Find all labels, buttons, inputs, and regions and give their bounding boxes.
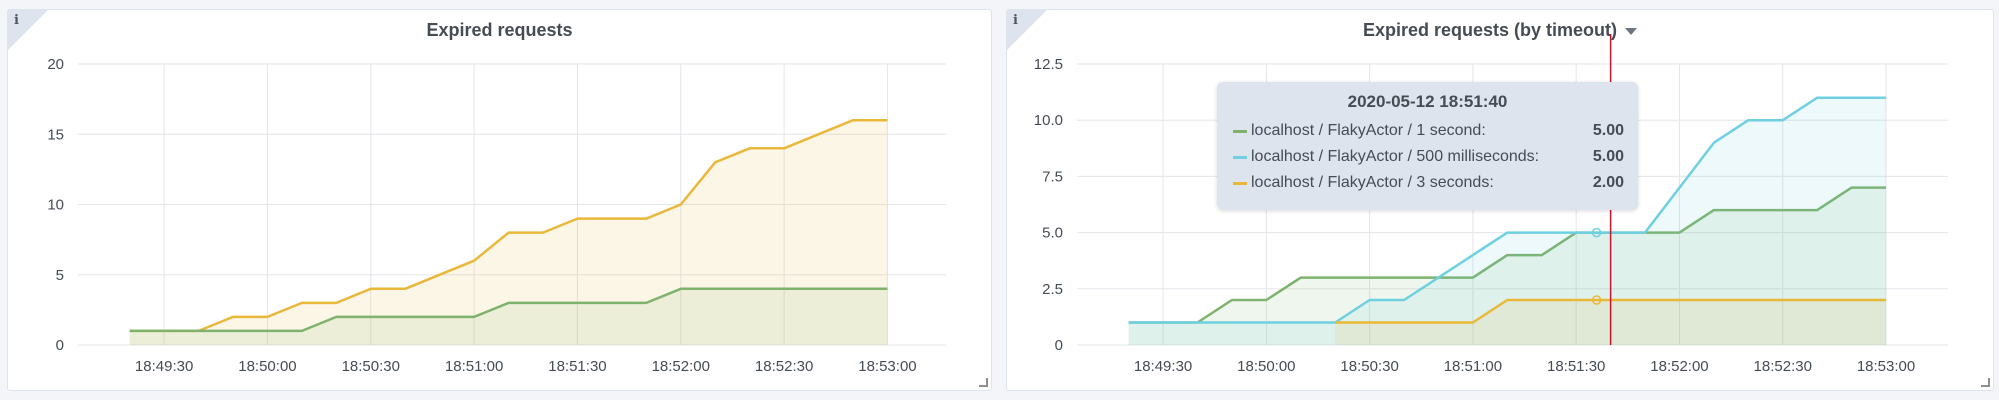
tooltip-time: 2020-05-12 18:51:40 bbox=[1347, 92, 1508, 111]
panel-title[interactable]: Expired requests (by timeout) bbox=[1007, 20, 1993, 41]
hover-marker bbox=[1591, 227, 1602, 238]
series-line bbox=[1335, 298, 1886, 324]
tooltip-series-label: localhost / FlakyActor / 500 millisecond… bbox=[1251, 148, 1540, 165]
series-line bbox=[1128, 186, 1886, 324]
chart-expired-requests-by-timeout[interactable]: 0 2.5 5.0 7.5 10.0 12.5 18:49:30 18:50:00 18:50:… bbox=[1007, 10, 1993, 390]
chart-tooltip: 2020-05-12 18:51:40 localhost / FlakyAct… bbox=[1217, 82, 1638, 210]
x-tick-label: 18:50:00 bbox=[1237, 358, 1295, 375]
tooltip-series-label: localhost / FlakyActor / 1 second: bbox=[1251, 122, 1486, 139]
x-tick-label: 18:51:30 bbox=[1547, 358, 1605, 375]
chart-expired-requests[interactable]: 0 5 10 15 20 18:49:30 18:50:00 18:50:30 18:51:00… bbox=[8, 10, 991, 390]
panel-expired-requests-by-timeout: i Expired requests (by timeout) 0 2.5 5.0 7… bbox=[1006, 9, 1994, 391]
x-tick-label: 18:49:30 bbox=[1134, 358, 1192, 375]
series-line bbox=[129, 118, 888, 333]
y-tick-label: 2.5 bbox=[1042, 281, 1063, 298]
x-tick-label: 18:49:30 bbox=[135, 358, 193, 375]
panel-title[interactable]: Expired requests bbox=[426, 20, 573, 40]
x-tick-label: 18:51:30 bbox=[548, 358, 606, 375]
x-tick-label: 18:51:00 bbox=[445, 358, 503, 375]
series-line bbox=[1128, 96, 1886, 324]
y-tick-label: 0 bbox=[56, 337, 64, 354]
x-tick-label: 18:50:30 bbox=[342, 358, 400, 375]
x-tick-label: 18:52:00 bbox=[1650, 358, 1708, 375]
x-tick-label: 18:52:30 bbox=[755, 358, 813, 375]
y-tick-label: 15 bbox=[47, 126, 64, 143]
tooltip-series-label: localhost / FlakyActor / 3 seconds: bbox=[1251, 174, 1494, 191]
series-swatch bbox=[1233, 182, 1247, 185]
info-icon[interactable]: i bbox=[1013, 13, 1018, 28]
y-tick-label: 7.5 bbox=[1042, 168, 1063, 185]
chevron-down-icon[interactable] bbox=[1625, 27, 1638, 35]
series-swatch bbox=[1233, 156, 1247, 159]
hover-marker bbox=[1591, 295, 1602, 305]
tooltip-row: localhost / FlakyActor / 3 seconds: 2.00 bbox=[1217, 170, 1638, 196]
panel-info-corner[interactable] bbox=[8, 10, 48, 50]
resize-handle-icon[interactable] bbox=[1981, 378, 1990, 387]
x-tick-label: 18:53:00 bbox=[858, 358, 916, 375]
series-swatch bbox=[1233, 130, 1247, 133]
tooltip-row: localhost / FlakyActor / 500 millisecond… bbox=[1217, 144, 1638, 170]
panel-expired-requests: i Expired requests 0 5 10 15 20 18:49:30 18:50… bbox=[7, 9, 992, 391]
tooltip-row: localhost / FlakyActor / 1 second: 5.00 bbox=[1217, 118, 1638, 144]
tooltip-series-value: 2.00 bbox=[1592, 174, 1624, 191]
x-tick-label: 18:50:30 bbox=[1340, 358, 1398, 375]
x-tick-label: 18:50:00 bbox=[238, 358, 296, 375]
x-tick-label: 18:53:00 bbox=[1857, 358, 1915, 375]
x-tick-label: 18:52:00 bbox=[652, 358, 710, 375]
tooltip-series-value: 5.00 bbox=[1592, 122, 1624, 139]
panel-info-corner[interactable] bbox=[1007, 10, 1047, 50]
y-tick-label: 5 bbox=[56, 267, 64, 284]
y-tick-label: 5.0 bbox=[1042, 225, 1063, 242]
series-area bbox=[129, 288, 888, 345]
x-tick-label: 18:51:00 bbox=[1444, 358, 1502, 375]
series-area bbox=[1128, 97, 1886, 345]
x-tick-label: 18:52:30 bbox=[1754, 358, 1812, 375]
y-tick-label: 10.0 bbox=[1034, 112, 1063, 129]
y-tick-label: 12.5 bbox=[1034, 56, 1063, 73]
series-area bbox=[1128, 187, 1886, 345]
y-tick-label: 0 bbox=[1055, 337, 1063, 354]
y-tick-label: 10 bbox=[47, 197, 64, 214]
series-line bbox=[129, 287, 888, 333]
tooltip-series-value: 5.00 bbox=[1592, 148, 1624, 165]
info-icon[interactable]: i bbox=[14, 13, 19, 28]
y-tick-label: 20 bbox=[47, 56, 64, 73]
resize-handle-icon[interactable] bbox=[979, 378, 988, 387]
